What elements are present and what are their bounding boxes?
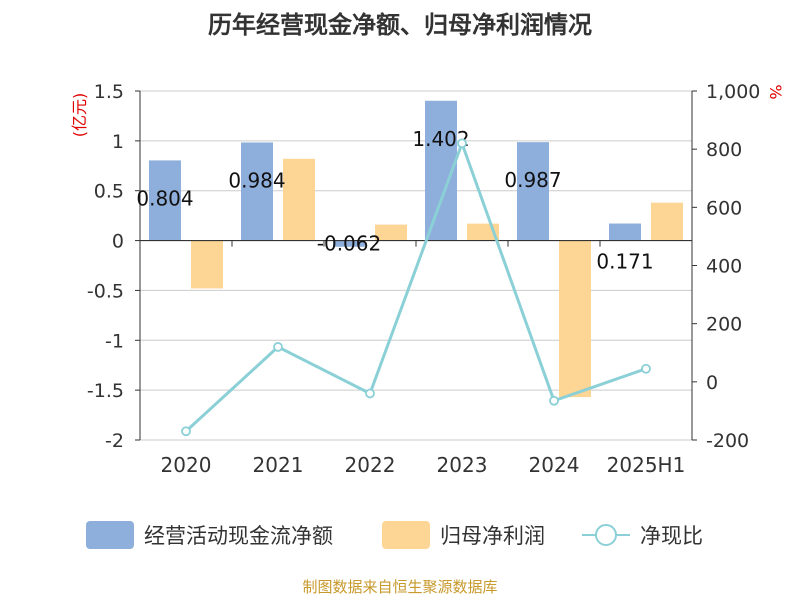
line-point-2020 <box>181 426 191 437</box>
data-label: 0.171 <box>596 250 653 274</box>
bars-layer <box>149 100 683 398</box>
left-tick-label: -2 <box>105 430 124 452</box>
line-point-2025H1 <box>641 363 651 374</box>
chart-title: 历年经营现金净额、归母净利润情况 <box>208 11 592 39</box>
category-label: 2023 <box>437 453 488 477</box>
right-tick-label: 1,000 <box>706 81 760 103</box>
legend-swatch-series-0 <box>86 521 134 549</box>
left-tick-label: -1.5 <box>87 380 124 402</box>
data-label: 0.984 <box>228 168 285 192</box>
bar-series-1-2021 <box>283 158 315 241</box>
bar-series-1-2024 <box>559 240 591 398</box>
legend-swatch-marker <box>595 524 617 546</box>
bar-series-1-2025H1 <box>651 202 683 241</box>
legend-label: 净现比 <box>640 524 703 548</box>
bar-series-1-2022 <box>375 224 407 241</box>
source-note: 制图数据来自恒生聚源数据库 <box>302 578 497 596</box>
bar-series-0-2024 <box>517 142 549 241</box>
right-axis-unit: % <box>766 84 785 99</box>
bar-series-0-2020 <box>149 160 181 241</box>
data-label: 0.987 <box>504 168 561 192</box>
right-tick-label: 200 <box>706 314 742 336</box>
axes-layer: 1.5 1 0.5 0 -0.5 -1 -1.5 -2 1,000 800 600 400 200 0 -2… <box>87 81 760 477</box>
right-tick-label: 400 <box>706 256 742 278</box>
category-label: 2025H1 <box>607 453 686 477</box>
right-tick-label: 600 <box>706 197 742 219</box>
legend-label: 经营活动现金流净额 <box>144 524 333 548</box>
ratio-line-layer <box>181 138 651 437</box>
left-tick-label: -1 <box>105 330 124 352</box>
category-label: 2024 <box>529 453 580 477</box>
right-tick-label: -200 <box>706 430 749 452</box>
line-point-2021 <box>273 342 283 352</box>
legend-swatch-series-1 <box>382 521 430 549</box>
line-series-2 <box>184 138 647 433</box>
bar-series-0-2022 <box>333 240 365 247</box>
data-label: -0.062 <box>317 232 381 256</box>
bar-series-1-2020 <box>191 240 223 289</box>
left-tick-label: -0.5 <box>87 280 124 302</box>
category-label: 2021 <box>253 453 304 477</box>
legend-label: 归母净利润 <box>440 524 545 548</box>
line-point-2022 <box>365 388 375 399</box>
line-point-2024 <box>549 395 559 406</box>
left-tick-label: 1 <box>112 131 124 153</box>
bar-series-0-2025H1 <box>609 223 641 241</box>
legend: 经营活动现金流净额 归母净利润 净现比 <box>86 521 703 549</box>
right-tick-label: 800 <box>706 139 742 161</box>
category-label: 2022 <box>345 453 396 477</box>
left-tick-label: 1.5 <box>94 81 124 103</box>
left-axis-unit: (亿元) <box>70 93 89 138</box>
category-label: 2020 <box>161 453 212 477</box>
left-tick-label: 0.5 <box>94 181 124 203</box>
right-tick-label: 0 <box>706 372 718 394</box>
data-label: 0.804 <box>136 186 193 210</box>
left-tick-label: 0 <box>112 231 124 253</box>
line-point-2023 <box>457 138 467 149</box>
bar-series-0-2021 <box>241 142 273 241</box>
